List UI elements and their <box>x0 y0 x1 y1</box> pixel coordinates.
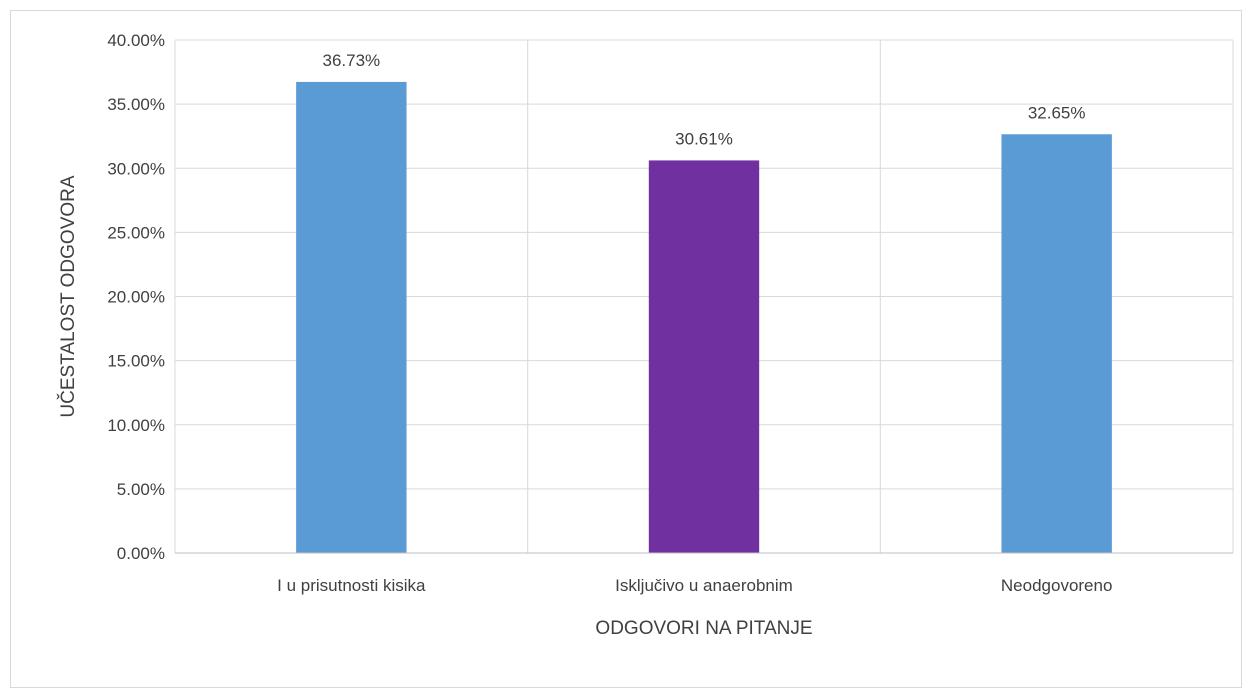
y-tick-label: 5.00% <box>117 480 165 499</box>
y-tick-label: 35.00% <box>107 95 165 114</box>
bar <box>296 81 407 554</box>
y-axis-title: UČESTALOST ODGOVORA <box>57 175 79 417</box>
y-tick-label: 25.00% <box>107 223 165 242</box>
y-tick-label: 0.00% <box>117 544 165 563</box>
y-tick-label: 40.00% <box>107 31 165 50</box>
data-label: 30.61% <box>675 129 733 148</box>
data-label: 32.65% <box>1028 103 1086 122</box>
y-tick-label: 15.00% <box>107 352 165 371</box>
bars <box>296 81 1112 554</box>
y-tick-label: 10.00% <box>107 416 165 435</box>
x-axis-categories: I u prisutnosti kisika Isključivo u anaer… <box>277 576 1112 595</box>
bar <box>648 160 760 553</box>
category-label: Neodgovoreno <box>1001 576 1113 595</box>
y-tick-label: 20.00% <box>107 288 165 307</box>
bar <box>1001 134 1112 554</box>
y-tick-label: 30.00% <box>107 159 165 178</box>
category-label: I u prisutnosti kisika <box>277 576 426 595</box>
x-axis-title: ODGOVORI NA PITANJE <box>595 618 812 639</box>
data-labels: 36.73% 30.61% 32.65% <box>322 51 1085 148</box>
category-label: Isključivo u anaerobnim <box>615 576 793 595</box>
y-axis-ticks: 0.00% 5.00% 10.00% 15.00% 20.00% 25.00% 30.00%… <box>107 31 165 563</box>
data-label: 36.73% <box>322 51 380 70</box>
